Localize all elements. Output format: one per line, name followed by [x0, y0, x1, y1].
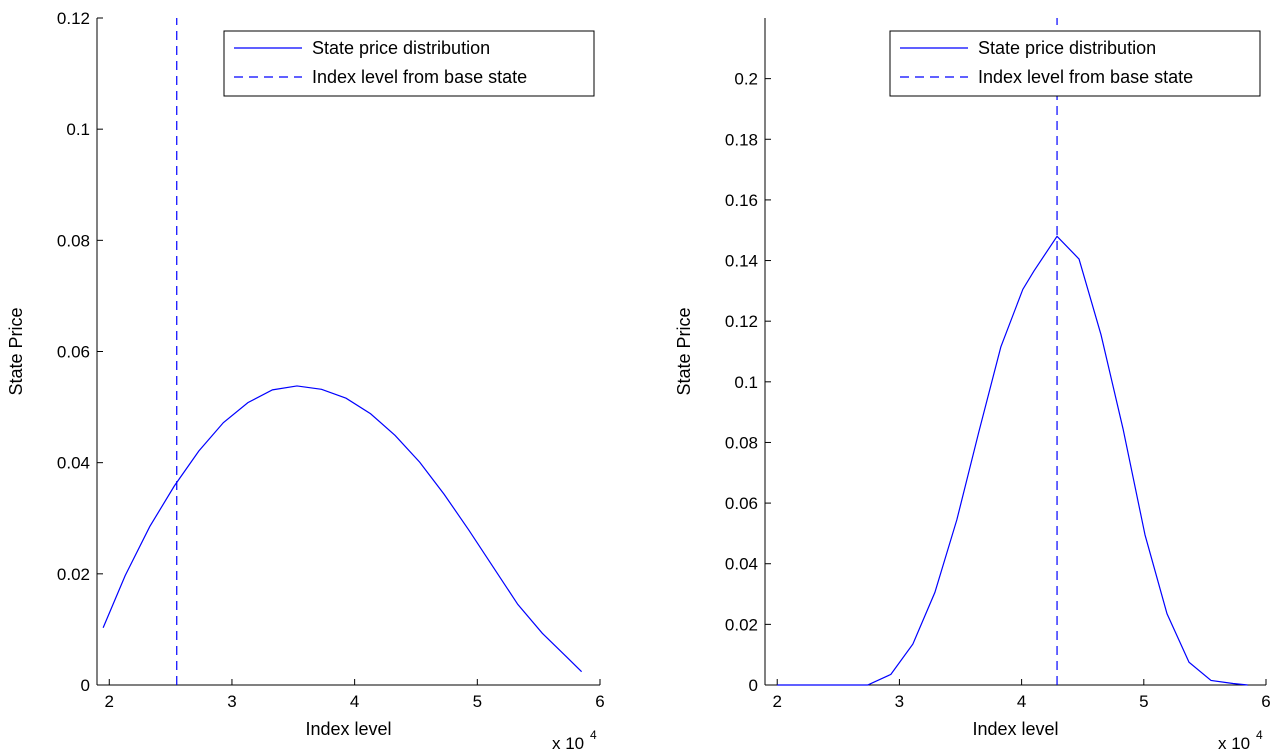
- x-tick-label: 6: [595, 692, 604, 711]
- line-series: [102, 385, 583, 673]
- y-tick-label: 0.02: [725, 615, 758, 634]
- y-tick-label: 0.1: [66, 120, 90, 139]
- y-tick-label: 0.08: [57, 231, 90, 250]
- y-tick-label: 0: [749, 676, 758, 695]
- y-tick-label: 0.06: [725, 494, 758, 513]
- legend-box: [889, 30, 1261, 97]
- x-axis-label: Index level: [305, 719, 391, 739]
- x-axis-label: Index level: [972, 719, 1058, 739]
- x-tick-label: 4: [350, 692, 359, 711]
- y-tick-label: 0: [81, 676, 90, 695]
- y-tick-label: 0.16: [725, 191, 758, 210]
- y-tick-label: 0.12: [725, 312, 758, 331]
- y-tick-label: 0.02: [57, 565, 90, 584]
- chart-right: 2 3 4 5 6 0 0.02 0.04 0.06 0.08 0.1 0.12 0.14 0.16 0.1…: [674, 18, 1271, 753]
- y-tick-label: 0.04: [725, 555, 758, 574]
- x-tick-label: 2: [772, 692, 781, 711]
- y-axis-label: State Price: [6, 307, 26, 395]
- chart-left: 2 3 4 5 6 0 0.02 0.04 0.06 0.08 0.1 0.12 Index level…: [6, 9, 605, 753]
- x-multiplier-label: x 10: [552, 734, 584, 753]
- line-series: [777, 235, 1248, 686]
- x-multiplier-exponent: 4: [590, 728, 597, 742]
- y-tick-label: 0.14: [725, 252, 758, 271]
- x-multiplier-label: x 10: [1218, 734, 1250, 753]
- y-tick-label: 0.04: [57, 454, 90, 473]
- x-tick-label: 3: [895, 692, 904, 711]
- y-tick-label: 0.12: [57, 9, 90, 28]
- legend-box: [223, 30, 595, 97]
- legend-entry: Index level from base state: [978, 67, 1193, 87]
- legend-entry: State price distribution: [978, 38, 1156, 58]
- x-tick-label: 5: [1139, 692, 1148, 711]
- y-tick-label: 0.18: [725, 130, 758, 149]
- x-tick-label: 5: [473, 692, 482, 711]
- y-tick-label: 0.06: [57, 343, 90, 362]
- legend-entry: Index level from base state: [312, 67, 527, 87]
- y-tick-label: 0.2: [734, 70, 758, 89]
- y-axis-label: State Price: [674, 307, 694, 395]
- x-tick-label: 6: [1261, 692, 1270, 711]
- y-tick-label: 0.1: [734, 373, 758, 392]
- x-tick-label: 3: [227, 692, 236, 711]
- y-tick-label: 0.08: [725, 433, 758, 452]
- x-multiplier-exponent: 4: [1256, 728, 1263, 742]
- x-tick-label: 2: [105, 692, 114, 711]
- x-tick-label: 4: [1017, 692, 1026, 711]
- legend-entry: State price distribution: [312, 38, 490, 58]
